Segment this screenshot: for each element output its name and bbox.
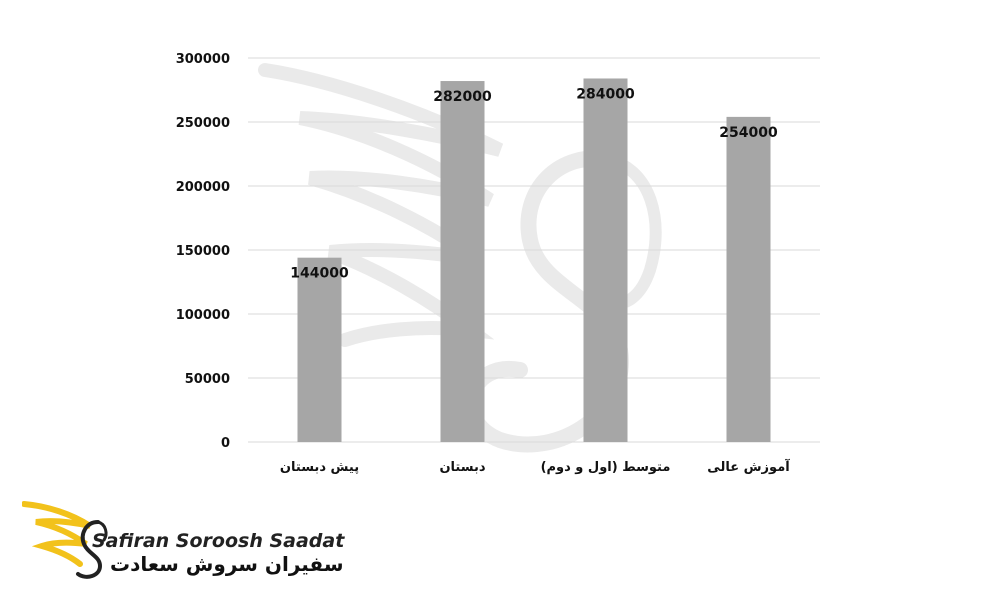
category-label: پیش دبستان: [280, 460, 359, 475]
y-axis-ticks: 0 50000 100000 150000 200000 250000 300000: [176, 52, 230, 451]
y-tick-label: 200000: [176, 180, 230, 195]
phoenix-icon: [22, 501, 108, 579]
bars: [297, 78, 771, 442]
bar: [297, 257, 342, 442]
y-tick-label: 250000: [176, 116, 230, 131]
category-label: آموزش عالی: [707, 458, 790, 475]
data-label: 144000: [290, 266, 349, 282]
bar: [583, 78, 628, 442]
y-tick-label: 300000: [176, 52, 230, 67]
y-tick-label: 0: [221, 436, 230, 451]
x-axis-categories: پیش دبستان دبستان متوسط (اول و دوم) آموزش ع…: [280, 458, 790, 475]
y-tick-label: 50000: [185, 372, 230, 387]
category-label: متوسط (اول و دوم): [541, 460, 671, 475]
category-label: دبستان: [439, 460, 485, 475]
gridlines: [248, 57, 820, 443]
data-label: 282000: [433, 89, 492, 105]
data-labels: 144000 282000 284000 254000: [290, 86, 778, 281]
y-tick-label: 150000: [176, 244, 230, 259]
y-tick-label: 100000: [176, 308, 230, 323]
brand-name-en: Safiran Soroosh Saadat: [92, 530, 345, 552]
brand-logo: Safiran Soroosh Saadat سفیران سروش سعادت: [22, 492, 344, 582]
bar: [726, 116, 771, 442]
bar: [440, 81, 485, 442]
data-label: 254000: [719, 125, 778, 141]
data-label: 284000: [576, 86, 635, 102]
brand-name-fa: سفیران سروش سعادت: [110, 552, 344, 576]
